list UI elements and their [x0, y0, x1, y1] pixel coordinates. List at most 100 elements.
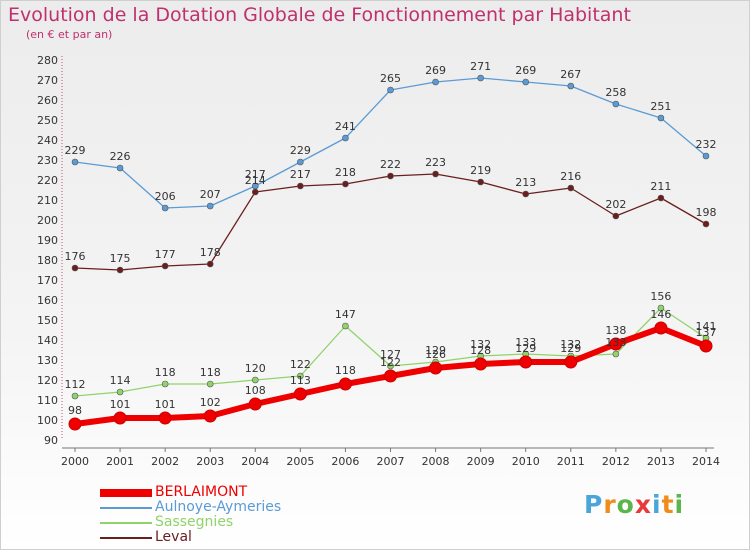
data-label: 175 [110, 252, 131, 265]
y-tick-label: 210 [37, 194, 58, 207]
data-point [657, 304, 665, 312]
data-label: 271 [470, 60, 491, 73]
y-tick-label: 190 [37, 234, 58, 247]
data-label: 102 [200, 396, 221, 409]
data-label: 133 [515, 336, 536, 349]
data-point [158, 411, 172, 425]
data-point [342, 322, 349, 330]
data-point [251, 188, 259, 196]
data-label: 147 [335, 308, 356, 321]
data-label: 269 [515, 64, 536, 77]
y-tick-label: 280 [37, 54, 58, 67]
data-point [68, 417, 82, 431]
data-label: 232 [696, 138, 717, 151]
y-tick-label: 90 [44, 434, 58, 447]
data-label: 129 [425, 344, 446, 357]
chart-title: Evolution de la Dotation Globale de Fonc… [8, 4, 631, 26]
data-label: 198 [696, 206, 717, 219]
data-point [702, 152, 710, 160]
data-point [342, 134, 349, 142]
series-points [68, 74, 713, 431]
data-point [248, 397, 262, 411]
data-point [702, 220, 710, 228]
data-label: 241 [335, 120, 356, 133]
data-label: 176 [65, 250, 86, 263]
y-tick-label: 230 [37, 154, 58, 167]
proxiti-logo: Proxiti [584, 490, 685, 519]
data-point [567, 82, 575, 90]
x-tick-label: 2001 [106, 455, 134, 468]
data-point [387, 86, 394, 94]
y-tick-label: 130 [37, 354, 58, 367]
y-tick-label: 110 [37, 394, 58, 407]
data-label: 178 [200, 246, 221, 259]
y-tick-label: 100 [37, 414, 58, 427]
data-label: 133 [605, 336, 626, 349]
x-tick-label: 2004 [241, 455, 269, 468]
data-label: 229 [65, 144, 86, 157]
data-point [342, 180, 349, 188]
data-label: 146 [650, 308, 671, 321]
data-label: 108 [245, 384, 266, 397]
y-tick-label: 160 [37, 294, 58, 307]
data-label: 138 [605, 324, 626, 337]
data-point [387, 172, 394, 180]
data-label: 217 [290, 168, 311, 181]
data-label: 207 [200, 188, 221, 201]
data-label: 226 [110, 150, 131, 163]
x-tick-label: 2010 [512, 455, 540, 468]
data-label: 129 [560, 342, 581, 355]
x-tick-label: 2002 [151, 455, 179, 468]
legend-label: Leval [155, 529, 192, 545]
data-label: 216 [560, 170, 581, 183]
data-label: 118 [155, 366, 176, 379]
x-tick-label: 2009 [467, 455, 495, 468]
data-point [567, 184, 575, 192]
legend-label: Aulnoye-Aymeries [155, 499, 282, 515]
data-point [657, 194, 665, 202]
data-point [116, 266, 124, 274]
y-tick-label: 140 [37, 334, 58, 347]
y-tick-label: 150 [37, 314, 58, 327]
data-point [206, 380, 214, 388]
data-point [206, 202, 214, 210]
data-point [297, 158, 304, 166]
x-tick-label: 2012 [602, 455, 630, 468]
data-label: 137 [696, 326, 717, 339]
data-point [432, 78, 439, 86]
x-tick-label: 2005 [286, 455, 314, 468]
data-label: 122 [380, 356, 401, 369]
x-tick-label: 2008 [422, 455, 450, 468]
data-point [293, 387, 307, 401]
x-tick-label: 2007 [377, 455, 405, 468]
data-point [113, 411, 127, 425]
data-label: 98 [68, 404, 82, 417]
data-point [432, 170, 439, 178]
y-tick-label: 180 [37, 254, 58, 267]
data-label: 217 [245, 168, 266, 181]
data-point [161, 380, 169, 388]
data-label: 101 [110, 398, 131, 411]
x-tick-label: 2013 [647, 455, 675, 468]
y-tick-label: 250 [37, 114, 58, 127]
data-point [519, 355, 533, 369]
x-tick-label: 2003 [196, 455, 224, 468]
data-point [116, 388, 124, 396]
data-label: 101 [155, 398, 176, 411]
data-point [71, 158, 79, 166]
data-label: 128 [470, 344, 491, 357]
data-point [251, 376, 259, 384]
y-tick-label: 220 [37, 174, 58, 187]
legend-swatch [100, 507, 152, 509]
data-point [612, 350, 620, 358]
data-point [474, 357, 488, 371]
data-label: 218 [335, 166, 356, 179]
data-point [297, 372, 304, 380]
data-label: 120 [245, 362, 266, 375]
data-label: 112 [65, 378, 86, 391]
y-tick-label: 240 [37, 134, 58, 147]
legend-label: BERLAIMONT [155, 484, 248, 500]
data-label: 251 [650, 100, 671, 113]
